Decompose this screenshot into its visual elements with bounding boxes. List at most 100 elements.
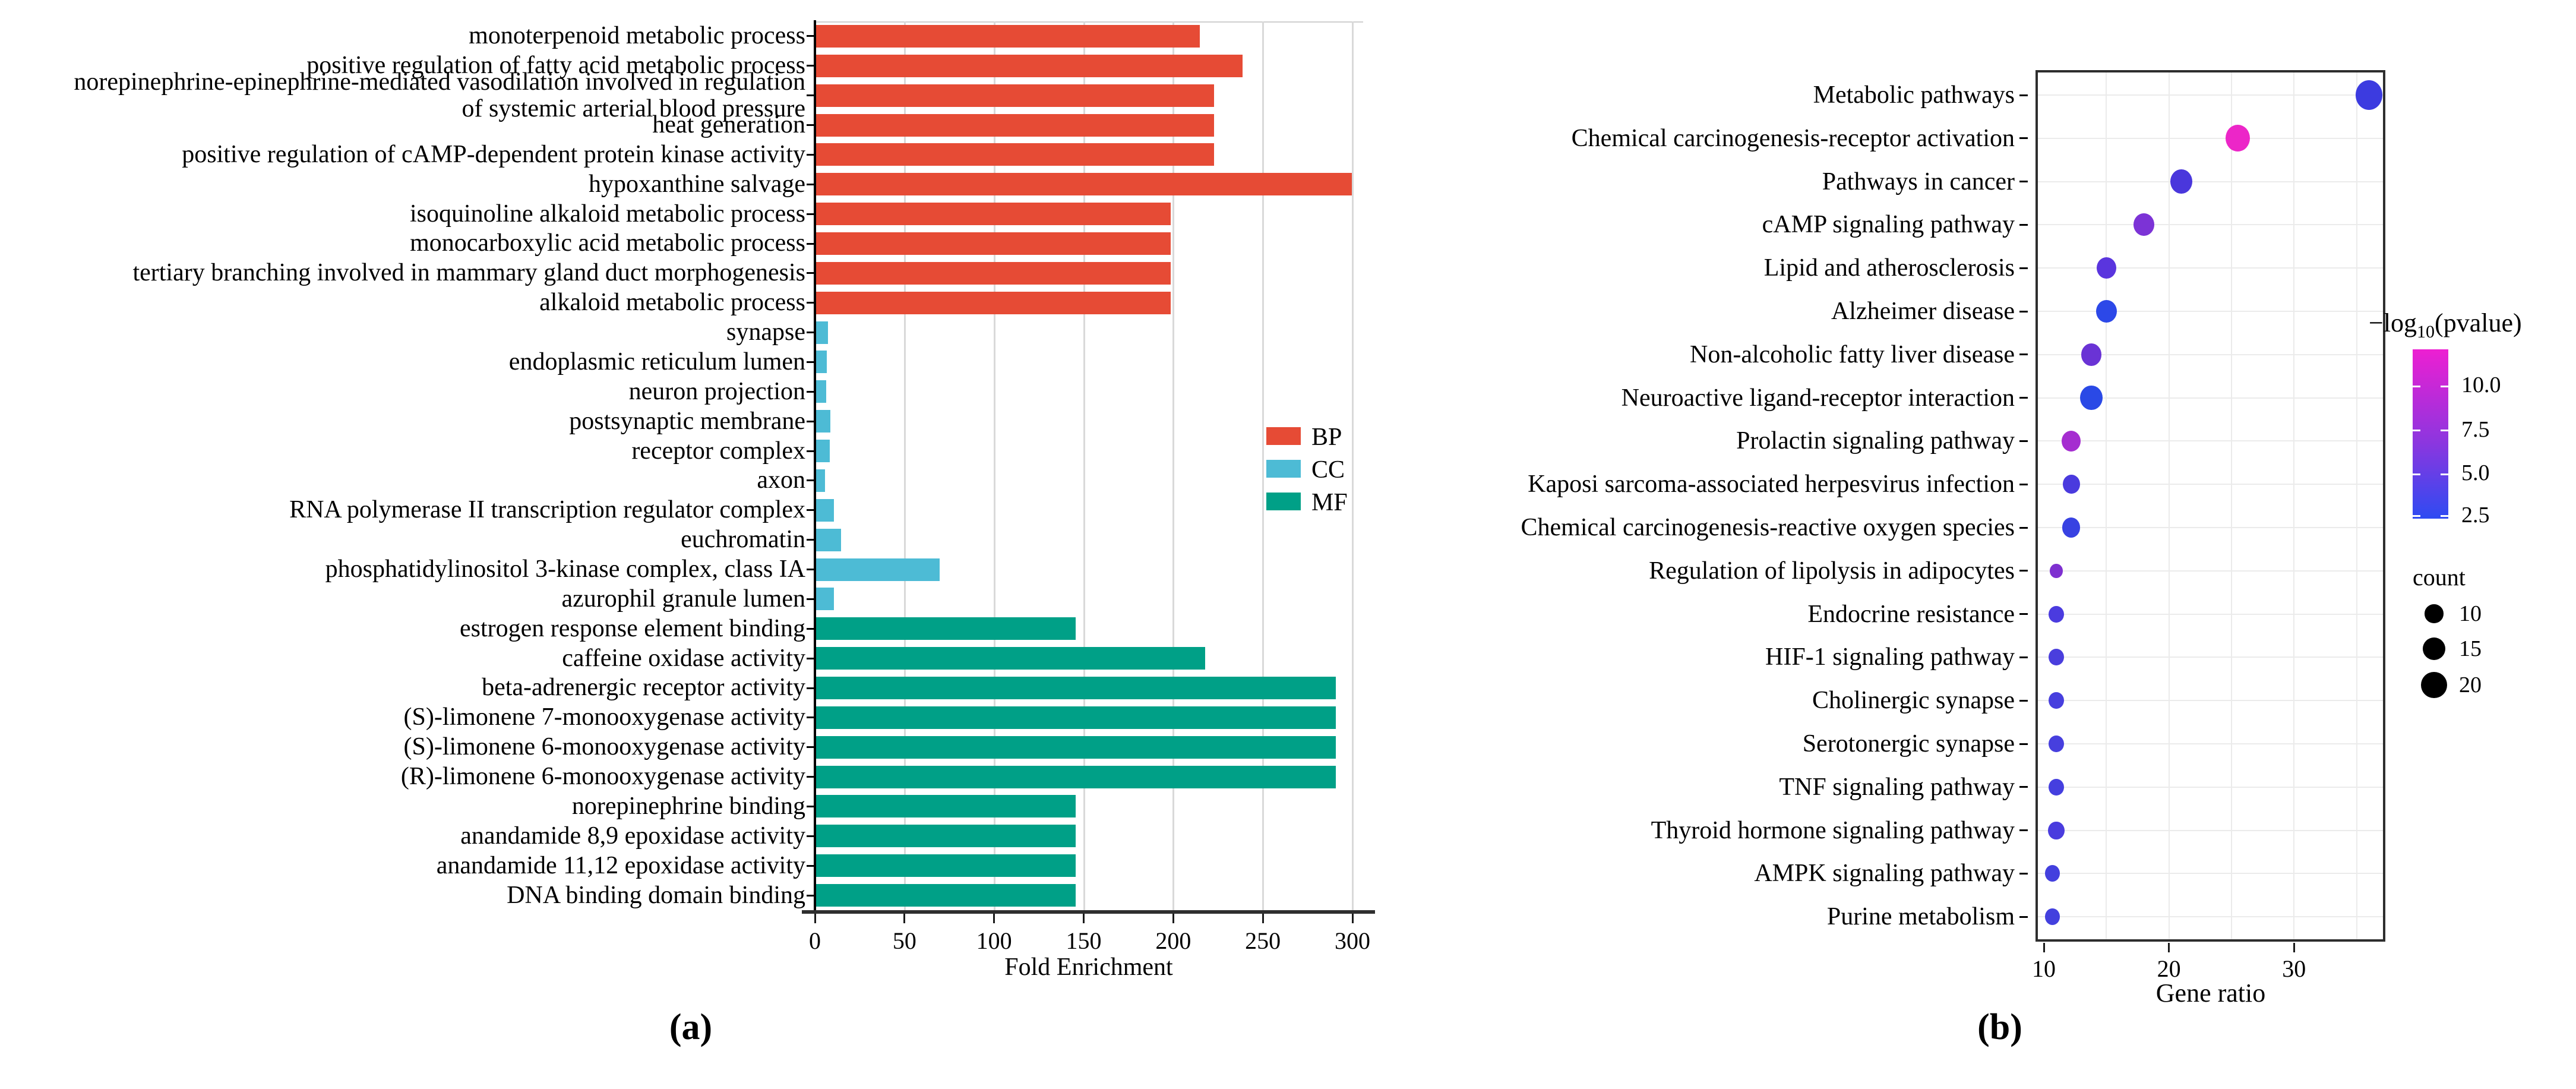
pathway-label: Chemical carcinogenesis-reactive oxygen … bbox=[1521, 514, 2015, 541]
y-axis-tick bbox=[807, 776, 815, 778]
bar bbox=[816, 54, 1243, 77]
y-axis-tick bbox=[807, 213, 815, 215]
pathway-dot bbox=[2045, 908, 2060, 926]
pathway-label: Thyroid hormone signaling pathway bbox=[1651, 816, 2015, 844]
bar-row-label: monocarboxylic acid metabolic process bbox=[410, 229, 805, 257]
y-axis-tick bbox=[807, 35, 815, 37]
bar bbox=[816, 232, 1171, 255]
y-axis-tick bbox=[807, 539, 815, 541]
bar-row-label: phosphatidylinositol 3-kinase complex, c… bbox=[325, 555, 805, 583]
pathway-dot bbox=[2062, 517, 2081, 538]
grid-line-row bbox=[2038, 397, 2383, 399]
pathway-label: Metabolic pathways bbox=[1813, 81, 2015, 109]
bar-row-label: euchromatin bbox=[681, 526, 805, 554]
grid-line-row bbox=[2038, 656, 2383, 658]
bar bbox=[816, 884, 1076, 907]
count-legend-dot bbox=[2422, 637, 2446, 661]
y-axis-tick bbox=[2019, 223, 2028, 226]
pathway-dot bbox=[2096, 257, 2116, 279]
grid-line-row bbox=[2038, 527, 2383, 528]
x-axis-tick-label: 50 bbox=[892, 927, 916, 954]
colorbar-notch bbox=[2413, 473, 2420, 475]
pathway-dot bbox=[2062, 430, 2081, 452]
colorbar-tick-label: 5.0 bbox=[2461, 460, 2490, 486]
x-axis-tick-label: 300 bbox=[1335, 927, 1370, 954]
plot-top-frame-line bbox=[815, 21, 1363, 23]
y-axis-tick bbox=[807, 94, 815, 97]
grid-line-x-150 bbox=[1083, 21, 1085, 910]
count-legend-label: 15 bbox=[2459, 636, 2482, 661]
x-axis-tick bbox=[1262, 914, 1264, 923]
y-axis-tick bbox=[807, 864, 815, 867]
y-axis-tick bbox=[807, 598, 815, 600]
y-axis-tick bbox=[2019, 526, 2028, 529]
caption-a: (a) bbox=[669, 1007, 713, 1047]
colorbar-tick-label: 10.0 bbox=[2461, 373, 2501, 398]
bar bbox=[816, 825, 1076, 848]
x-axis-tick-label: 10 bbox=[2032, 955, 2056, 982]
grid-line-row bbox=[2038, 181, 2383, 182]
grid-line-row bbox=[2038, 873, 2383, 875]
grid-line-x-100 bbox=[993, 21, 995, 910]
y-axis-tick bbox=[807, 569, 815, 571]
y-axis-tick bbox=[2019, 613, 2028, 615]
x-axis-tick bbox=[903, 914, 906, 923]
pathway-dot bbox=[2049, 736, 2064, 752]
x-axis-tick bbox=[1351, 914, 1354, 923]
bar bbox=[816, 380, 826, 403]
y-axis-tick bbox=[807, 272, 815, 274]
y-axis-tick bbox=[2019, 94, 2028, 96]
y-axis-tick bbox=[807, 835, 815, 837]
pathway-label: Non-alcoholic fatty liver disease bbox=[1690, 340, 2015, 368]
bar bbox=[816, 765, 1336, 788]
legend-label-CC: CC bbox=[1311, 456, 1345, 484]
y-axis-tick bbox=[807, 302, 815, 304]
bar-row-label: DNA binding domain binding bbox=[507, 881, 805, 909]
pathway-label: Kaposi sarcoma-associated herpesvirus in… bbox=[1528, 471, 2015, 498]
pathway-label: TNF signaling pathway bbox=[1779, 773, 2015, 801]
x-axis-tick-label: 100 bbox=[976, 927, 1012, 954]
bar-row-label: hypoxanthine salvage bbox=[588, 170, 805, 198]
grid-line-x-300 bbox=[1352, 21, 1354, 910]
colorbar-notch bbox=[2441, 385, 2448, 387]
colorbar-title: −log10(pvalue) bbox=[2369, 308, 2522, 342]
x-axis-tick-label: 200 bbox=[1155, 927, 1191, 954]
bar-row-label: caffeine oxidase activity bbox=[562, 644, 805, 672]
colorbar-tick-label: 7.5 bbox=[2461, 416, 2490, 442]
pathway-label: Chemical carcinogenesis-receptor activat… bbox=[1571, 124, 2015, 152]
y-axis-tick bbox=[807, 687, 815, 689]
bar bbox=[816, 113, 1214, 137]
pathway-dot bbox=[2048, 821, 2065, 839]
y-axis-tick bbox=[2019, 829, 2028, 832]
x-axis-tick bbox=[1172, 914, 1174, 923]
grid-line-row bbox=[2038, 484, 2383, 485]
pathway-label: Purine metabolism bbox=[1826, 903, 2015, 931]
pathway-dot bbox=[2226, 125, 2250, 152]
y-axis-tick bbox=[2019, 440, 2028, 442]
y-axis-tick bbox=[807, 420, 815, 422]
grid-line-row bbox=[2038, 311, 2383, 312]
grid-line-row bbox=[2038, 743, 2383, 744]
bar-row-label: RNA polymerase II transcription regulato… bbox=[289, 496, 805, 524]
x-axis-tick-label: 150 bbox=[1066, 927, 1102, 954]
legend-swatch-BP bbox=[1266, 427, 1301, 445]
bar bbox=[816, 291, 1171, 314]
pathway-label: Serotonergic synapse bbox=[1802, 730, 2015, 757]
go-enrichment-bar-chart: monoterpenoid metabolic process positive … bbox=[74, 20, 1375, 1047]
bar bbox=[816, 173, 1352, 196]
bar-row-label: norepinephrine binding bbox=[571, 792, 805, 820]
y-axis-tick bbox=[807, 716, 815, 719]
bar bbox=[816, 558, 940, 581]
y-axis-tick bbox=[807, 153, 815, 156]
bar bbox=[816, 736, 1336, 759]
y-axis-tick bbox=[807, 390, 815, 393]
grid-line-row bbox=[2038, 353, 2383, 355]
pvalue-colorbar bbox=[2413, 349, 2448, 519]
y-axis-tick bbox=[2019, 872, 2028, 875]
bar-row-label: tertiary branching involved in mammary g… bbox=[132, 259, 805, 287]
bar bbox=[816, 440, 830, 463]
y-axis-tick bbox=[2019, 656, 2028, 658]
colorbar-notch bbox=[2413, 430, 2420, 432]
grid-line-x-35 bbox=[2356, 72, 2357, 939]
pathway-label: HIF-1 signaling pathway bbox=[1765, 643, 2015, 671]
